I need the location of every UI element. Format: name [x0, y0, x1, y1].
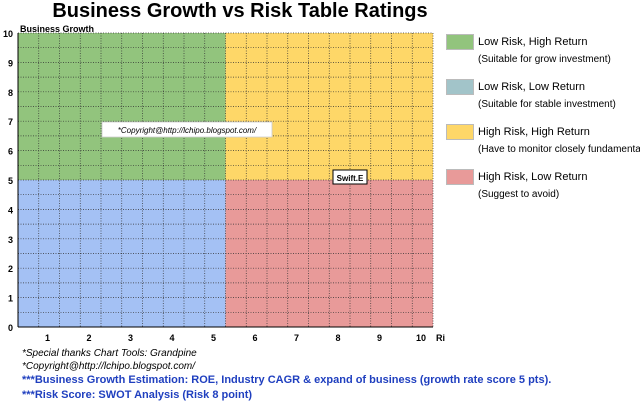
x-tick-label: 2	[86, 333, 91, 343]
legend: Low Risk, High Return (Suitable for grow …	[446, 34, 640, 214]
y-tick-label: 1	[8, 294, 13, 304]
chart-area: 0 1 2 3 4 5 6 7 8 9 10 1 2 3 4 5 6 7 8 9 10 Business Growth Ri…	[3, 24, 445, 343]
x-tick-label: 7	[294, 333, 299, 343]
legend-item: Low Risk, High Return (Suitable for grow …	[446, 34, 638, 79]
legend-label: Low Risk, Low Return	[478, 81, 585, 93]
y-axis-label: Business Growth	[20, 24, 94, 34]
y-tick-label: 10	[3, 29, 13, 39]
legend-label: High Risk, Low Return	[478, 171, 588, 183]
legend-item: Low Risk, Low Return (Suitable for stable…	[446, 79, 638, 124]
legend-item: High Risk, High Return (Have to monitor c…	[446, 124, 640, 169]
y-tick-label: 9	[8, 58, 13, 68]
copyright-note: *Copyright@http://lchipo.blogspot.com/	[22, 361, 196, 372]
legend-label: High Risk, High Return	[478, 126, 590, 138]
y-tick-label: 0	[8, 323, 13, 333]
legend-sublabel: (Suitable for stable investment)	[478, 99, 616, 110]
legend-swatch	[446, 34, 474, 50]
x-tick-label: 9	[377, 333, 382, 343]
x-tick-label: 8	[335, 333, 340, 343]
annotation-label: *Copyright@http://lchipo.blogspot.com/	[118, 126, 257, 135]
x-tick-label: 1	[45, 333, 50, 343]
y-tick-label: 3	[8, 235, 13, 245]
legend-swatch	[446, 124, 474, 140]
risk-score-note: ***Risk Score: SWOT Analysis (Risk 8 poi…	[22, 389, 253, 401]
x-tick-label: 4	[169, 333, 174, 343]
annotation-box	[101, 121, 273, 138]
chart-title: Business Growth vs Risk Table Ratings	[52, 0, 428, 22]
data-point-marker	[332, 169, 368, 185]
y-tick-label: 5	[8, 176, 13, 186]
y-tick-label: 7	[8, 117, 13, 127]
legend-sublabel: (Suitable for grow investment)	[478, 54, 611, 65]
x-axis-label: Risk	[436, 333, 445, 343]
x-tick-label: 3	[128, 333, 133, 343]
legend-sublabel: (Suggest to avoid)	[478, 189, 560, 200]
growth-estimation-note: ***Business Growth Estimation: ROE, Indu…	[22, 374, 552, 386]
x-tick-label: 10	[416, 333, 426, 343]
x-tick-label: 6	[252, 333, 257, 343]
legend-sublabel: (Have to monitor closely fundamental)	[478, 144, 640, 155]
thanks-note: *Special thanks Chart Tools: Grandpine	[22, 348, 197, 359]
legend-swatch	[446, 79, 474, 95]
y-tick-label: 6	[8, 147, 13, 157]
y-tick-label: 4	[8, 205, 13, 215]
data-point-label: Swift.E	[337, 174, 364, 183]
y-tick-label: 8	[8, 88, 13, 98]
legend-item: High Risk, Low Return (Suggest to avoid)	[446, 169, 638, 214]
y-tick-label: 2	[8, 264, 13, 274]
legend-swatch	[446, 169, 474, 185]
x-tick-label: 5	[211, 333, 216, 343]
legend-label: Low Risk, High Return	[478, 36, 588, 48]
